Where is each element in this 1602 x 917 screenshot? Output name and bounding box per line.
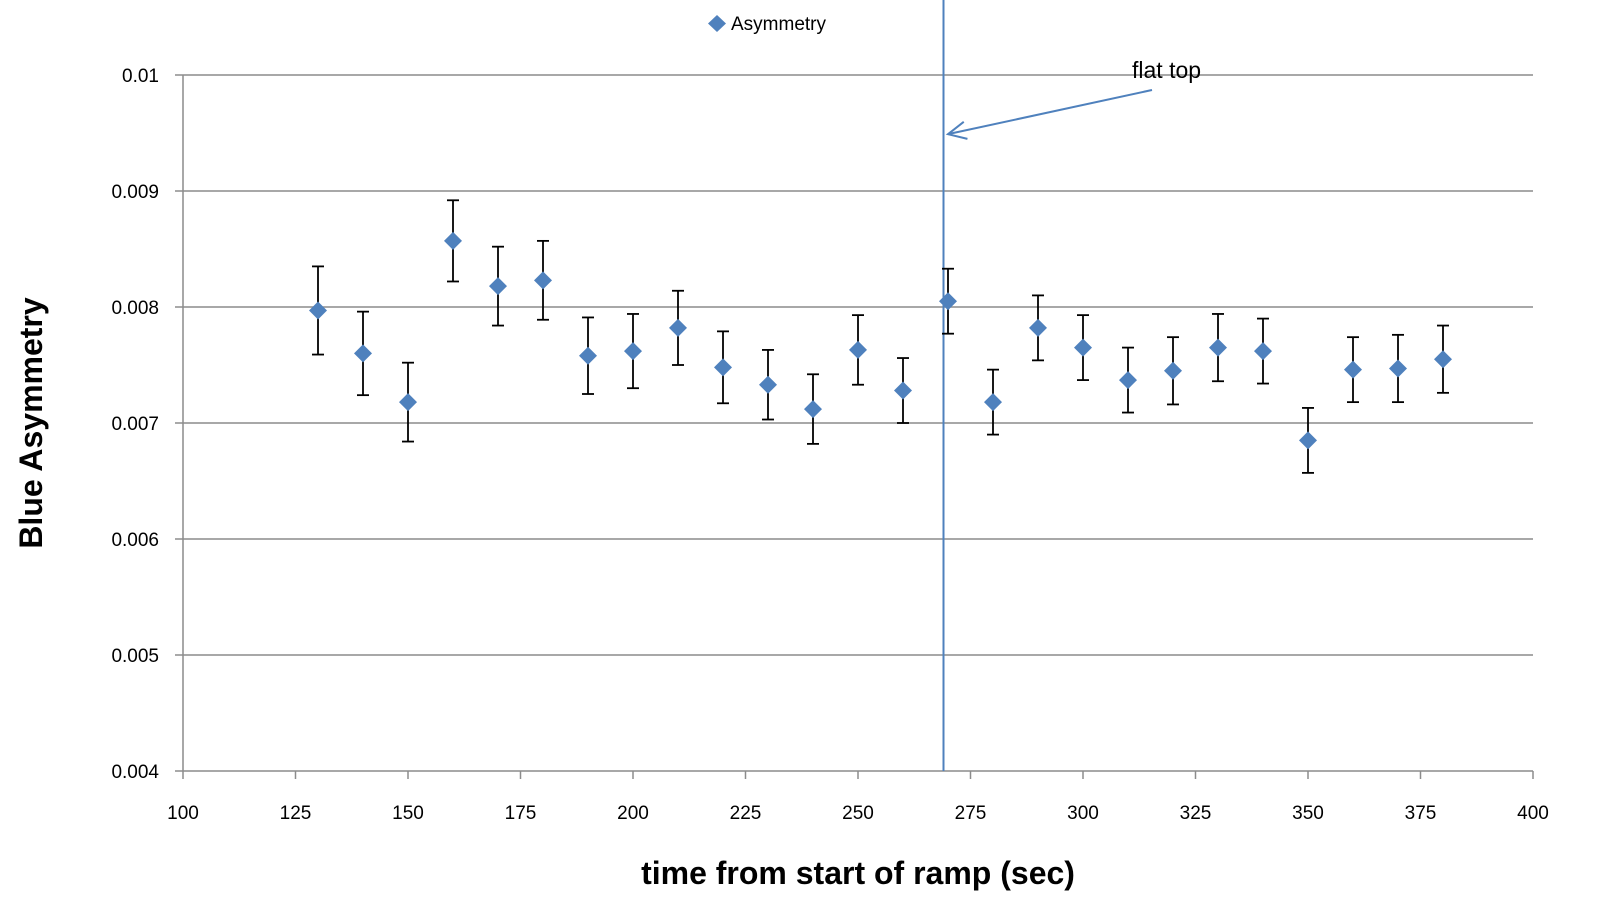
data-point — [669, 318, 687, 337]
y-tick-label: 0.007 — [111, 414, 159, 435]
x-tick-label: 100 — [167, 803, 199, 824]
data-point — [714, 358, 732, 377]
x-tick-label: 325 — [1180, 803, 1212, 824]
annotations: flat top — [945, 57, 1201, 140]
y-tick-label: 0.009 — [111, 182, 159, 203]
data-point — [1254, 342, 1272, 361]
error-bars — [312, 199, 1449, 474]
data-point — [399, 393, 417, 412]
data-point — [534, 271, 552, 290]
x-tick-label: 300 — [1067, 803, 1099, 824]
annotation-arrow-line — [947, 89, 1153, 136]
x-tick-label: 200 — [617, 803, 649, 824]
y-axis-title: Blue Asymmetry — [13, 297, 49, 549]
x-axis-title: time from start of ramp (sec) — [641, 855, 1075, 891]
x-tick-label: 375 — [1405, 803, 1437, 824]
x-tick-label: 150 — [392, 803, 424, 824]
y-tick-label: 0.005 — [111, 646, 159, 667]
data-point — [1029, 318, 1047, 337]
data-point — [1164, 361, 1182, 380]
legend-label: Asymmetry — [731, 14, 827, 35]
data-point — [1074, 338, 1092, 357]
x-tick-label: 350 — [1292, 803, 1324, 824]
y-tick-label: 0.01 — [122, 66, 159, 87]
axes — [182, 75, 1533, 772]
x-tick-label: 175 — [505, 803, 537, 824]
y-tick-label: 0.006 — [111, 530, 159, 551]
data-point — [1299, 431, 1317, 450]
data-point — [804, 400, 822, 419]
tick-labels: 0.004 0.005 0.006 0.007 0.008 0.009 0.01 100 125… — [111, 66, 1548, 824]
data-point — [1209, 338, 1227, 357]
data-point — [984, 393, 1002, 412]
legend-diamond-icon — [708, 15, 726, 32]
x-tick-label: 225 — [730, 803, 762, 824]
data-point — [489, 277, 507, 296]
data-point — [849, 340, 867, 359]
data-points — [309, 231, 1452, 450]
x-tick-label: 400 — [1517, 803, 1549, 824]
annotation-arrow-head-icon — [945, 121, 968, 140]
data-point — [759, 375, 777, 394]
data-point — [1344, 360, 1362, 379]
y-tick-label: 0.008 — [111, 298, 159, 319]
data-point — [354, 344, 372, 363]
data-point — [444, 231, 462, 250]
x-tick-label: 275 — [955, 803, 987, 824]
data-point — [624, 342, 642, 361]
annotation-label: flat top — [1132, 57, 1201, 83]
data-point — [1119, 371, 1137, 390]
x-tick-label: 125 — [280, 803, 312, 824]
data-point — [309, 301, 327, 320]
legend: Asymmetry — [708, 14, 827, 35]
data-point — [1389, 359, 1407, 378]
data-point — [939, 292, 957, 311]
data-point — [1434, 350, 1452, 369]
gridlines — [175, 74, 1534, 779]
data-point — [894, 381, 912, 400]
x-tick-label: 250 — [842, 803, 874, 824]
data-point — [579, 346, 597, 365]
y-tick-label: 0.004 — [111, 762, 159, 783]
